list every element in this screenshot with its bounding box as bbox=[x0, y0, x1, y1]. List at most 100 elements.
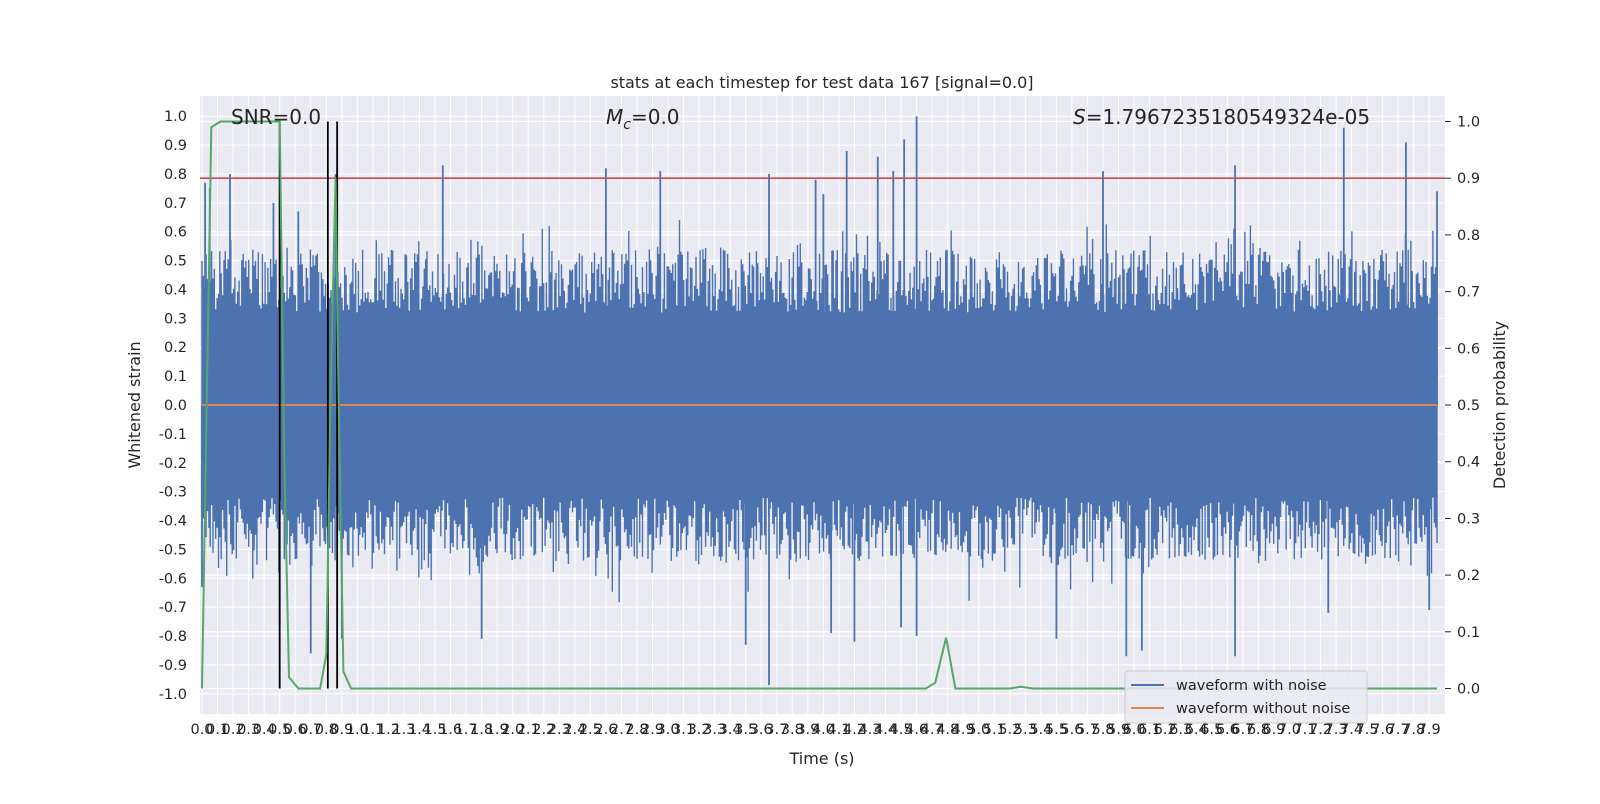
y-tick-label-left: -0.5 bbox=[159, 542, 187, 558]
x-tick-label: 2.4 bbox=[563, 722, 586, 738]
x-tick-label: 6.5 bbox=[1200, 722, 1223, 738]
x-tick-label: 6.9 bbox=[1262, 722, 1285, 738]
x-tick-label: 3.4 bbox=[719, 722, 742, 738]
x-tick-label: 7.5 bbox=[1356, 722, 1379, 738]
y-tick-label-left: 0.6 bbox=[164, 225, 187, 241]
x-tick-label: 2.3 bbox=[548, 722, 571, 738]
mc-subscript: c bbox=[623, 117, 631, 133]
x-tick-label: 2.0 bbox=[501, 722, 524, 738]
x-tick-label: 5.3 bbox=[1014, 722, 1037, 738]
x-tick-label: 6.4 bbox=[1185, 722, 1208, 738]
x-tick-label: 5.2 bbox=[998, 722, 1021, 738]
y-tick-label-left: -1.0 bbox=[159, 687, 187, 703]
x-tick-label: 2.1 bbox=[517, 722, 540, 738]
x-tick-label: 7.1 bbox=[1293, 722, 1316, 738]
y-tick-label-left: 0.2 bbox=[164, 340, 187, 356]
x-tick-label: 2.6 bbox=[594, 722, 617, 738]
x-tick-label: 7.9 bbox=[1418, 722, 1441, 738]
y-tick-label-left: 0.9 bbox=[164, 138, 187, 154]
legend-label-noise: waveform with noise bbox=[1176, 678, 1327, 694]
legend-box bbox=[1124, 670, 1368, 724]
x-tick-label: 1.9 bbox=[486, 722, 509, 738]
x-tick-label: 0.3 bbox=[237, 722, 260, 738]
x-tick-label: 1.4 bbox=[408, 722, 431, 738]
snr-annotation: SNR=0.0 bbox=[231, 105, 321, 129]
y-tick-label-left: -0.7 bbox=[159, 600, 187, 616]
mc-annotation: Mc=0.0 bbox=[606, 105, 680, 133]
x-tick-label: 7.2 bbox=[1309, 722, 1332, 738]
legend: waveform with noise waveform without noi… bbox=[1124, 670, 1368, 724]
y-tick-label-left: 0.0 bbox=[164, 398, 187, 414]
x-tick-label: 4.0 bbox=[812, 722, 835, 738]
x-tick-label: 1.3 bbox=[392, 722, 415, 738]
x-tick-label: 0.1 bbox=[206, 722, 229, 738]
x-tick-label: 3.7 bbox=[765, 722, 788, 738]
y-tick-label-right: 1.0 bbox=[1457, 115, 1480, 131]
x-tick-label: 2.5 bbox=[579, 722, 602, 738]
x-tick-label: 0.7 bbox=[299, 722, 322, 738]
x-tick-label: 5.9 bbox=[1107, 722, 1130, 738]
x-tick-label: 6.1 bbox=[1138, 722, 1161, 738]
x-tick-label: 4.8 bbox=[936, 722, 959, 738]
y-tick-label-right: 0.0 bbox=[1457, 681, 1480, 697]
x-tick-label: 3.9 bbox=[796, 722, 819, 738]
x-tick-label: 5.0 bbox=[967, 722, 990, 738]
y-axis-label-right: Detection probability bbox=[1490, 321, 1509, 489]
x-tick-label: 4.2 bbox=[843, 722, 866, 738]
y-tick-label-left: 0.3 bbox=[164, 311, 187, 327]
x-tick-label: 4.3 bbox=[858, 722, 881, 738]
y-tick-label-right: 0.3 bbox=[1457, 511, 1480, 527]
s-symbol: S bbox=[1073, 105, 1086, 129]
y-tick-label-left: -0.4 bbox=[159, 514, 187, 530]
x-tick-label: 3.6 bbox=[750, 722, 773, 738]
y-axis-label-left: Whitened strain bbox=[125, 341, 144, 468]
y-tick-label-left: 0.4 bbox=[164, 282, 187, 298]
x-tick-label: 5.1 bbox=[983, 722, 1006, 738]
x-tick-label: 3.5 bbox=[734, 722, 757, 738]
x-tick-label: 6.2 bbox=[1154, 722, 1177, 738]
x-tick-label: 1.6 bbox=[439, 722, 462, 738]
y-tick-label-left: 0.1 bbox=[164, 369, 187, 385]
x-tick-label: 6.3 bbox=[1169, 722, 1192, 738]
y-tick-label-right: 0.4 bbox=[1457, 455, 1480, 471]
x-tick-label: 6.6 bbox=[1216, 722, 1239, 738]
x-tick-label: 4.4 bbox=[874, 722, 897, 738]
x-tick-label: 0.0 bbox=[190, 722, 213, 738]
x-tick-label: 6.7 bbox=[1231, 722, 1254, 738]
y-tick-label-right: 0.5 bbox=[1457, 398, 1480, 414]
x-tick-label: 0.6 bbox=[284, 722, 307, 738]
y-tick-label-left: -0.6 bbox=[159, 571, 187, 587]
x-tick-label: 0.2 bbox=[222, 722, 245, 738]
axes: 0.00.10.20.30.40.50.60.70.80.91.01.11.21… bbox=[159, 109, 1480, 738]
x-tick-label: 2.7 bbox=[610, 722, 633, 738]
detection-probability-line bbox=[201, 120, 1437, 690]
y-tick-label-left: 0.8 bbox=[164, 167, 187, 183]
x-tick-label: 3.8 bbox=[781, 722, 804, 738]
x-tick-label: 4.9 bbox=[952, 722, 975, 738]
x-tick-label: 2.8 bbox=[625, 722, 648, 738]
x-tick-label: 0.5 bbox=[268, 722, 291, 738]
x-tick-label: 3.1 bbox=[672, 722, 695, 738]
x-tick-label: 1.1 bbox=[361, 722, 384, 738]
x-tick-label: 4.7 bbox=[921, 722, 944, 738]
x-tick-label: 1.8 bbox=[470, 722, 493, 738]
x-tick-label: 0.9 bbox=[330, 722, 353, 738]
y-tick-label-left: -0.8 bbox=[159, 629, 187, 645]
x-tick-label: 3.3 bbox=[703, 722, 726, 738]
x-axis-label: Time (s) bbox=[788, 749, 854, 768]
y-tick-label-left: 0.7 bbox=[164, 196, 187, 212]
x-tick-label: 7.7 bbox=[1387, 722, 1410, 738]
mc-symbol: M bbox=[606, 105, 623, 129]
lines bbox=[200, 120, 1445, 690]
x-tick-label: 3.0 bbox=[657, 722, 680, 738]
mc-value: =0.0 bbox=[631, 105, 680, 129]
x-tick-label: 0.8 bbox=[315, 722, 338, 738]
y-tick-label-left: 1.0 bbox=[164, 109, 187, 125]
x-tick-label: 5.5 bbox=[1045, 722, 1068, 738]
y-tick-label-left: -0.2 bbox=[159, 456, 187, 472]
x-tick-label: 2.2 bbox=[532, 722, 555, 738]
x-tick-label: 4.5 bbox=[890, 722, 913, 738]
y-tick-label-right: 0.7 bbox=[1457, 285, 1480, 301]
x-tick-label: 0.4 bbox=[253, 722, 276, 738]
